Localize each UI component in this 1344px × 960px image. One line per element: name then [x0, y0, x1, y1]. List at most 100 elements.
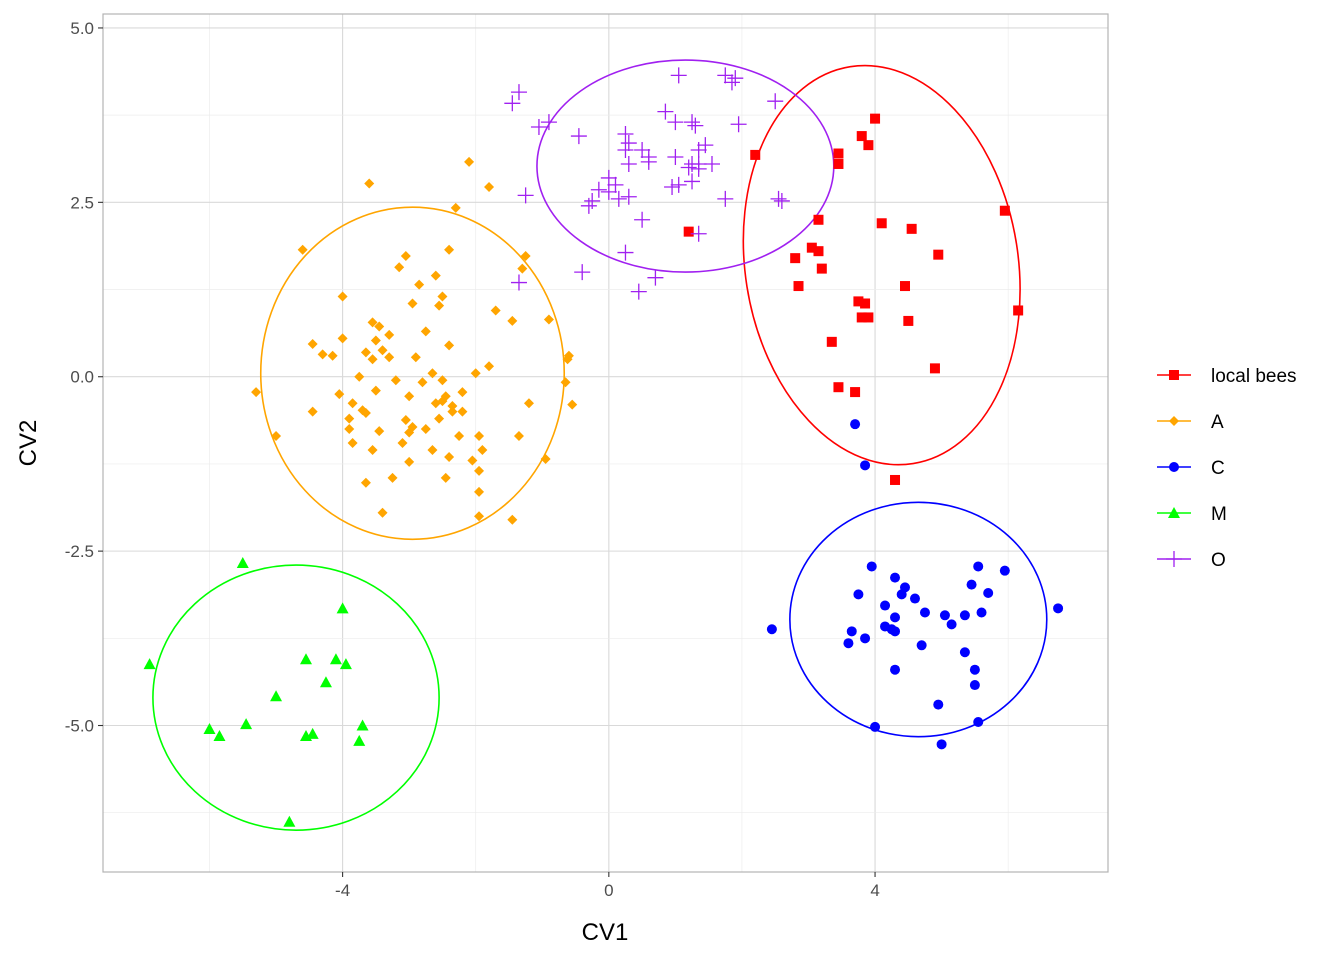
point-c: [999, 565, 1010, 576]
point-a: [347, 438, 358, 448]
point-a: [470, 368, 481, 379]
point-o: [590, 181, 607, 198]
point-a: [560, 377, 571, 388]
point-c: [946, 619, 957, 630]
point-a: [360, 477, 371, 488]
point-local-bees: [876, 218, 887, 229]
point-c: [890, 664, 901, 675]
point-c: [1053, 603, 1064, 614]
point-a: [354, 371, 365, 382]
point-a: [490, 305, 501, 316]
point-a: [360, 408, 371, 419]
point-a: [474, 431, 485, 442]
point-a: [517, 263, 528, 274]
point-o: [687, 117, 704, 134]
point-local-bees: [833, 382, 844, 393]
point-o: [610, 190, 627, 207]
y-tick-label: -2.5: [65, 542, 94, 561]
point-local-bees: [933, 249, 944, 260]
point-local-bees: [833, 148, 844, 159]
ellipse-c: [789, 501, 1048, 738]
point-o: [620, 188, 637, 205]
x-tick-label: -4: [335, 881, 350, 900]
point-local-bees: [853, 296, 864, 307]
point-a: [450, 202, 461, 213]
point-a: [427, 444, 438, 455]
point-local-bees: [806, 242, 817, 253]
point-m: [339, 658, 352, 670]
point-a: [434, 300, 445, 311]
point-c: [890, 572, 901, 583]
point-o: [600, 169, 617, 186]
point-c: [966, 579, 977, 590]
point-c: [766, 624, 777, 635]
point-m: [240, 718, 253, 730]
point-o: [717, 190, 734, 207]
point-a: [347, 398, 358, 409]
point-m: [319, 676, 332, 688]
point-a: [444, 244, 455, 255]
x-axis-title: CV1: [582, 919, 629, 946]
point-a: [360, 347, 371, 358]
point-local-bees: [856, 312, 867, 323]
point-c: [850, 419, 861, 430]
point-m: [306, 727, 319, 739]
y-tick-label: -5.0: [65, 717, 94, 736]
point-o: [670, 67, 687, 84]
point-a: [420, 326, 431, 337]
point-a: [374, 321, 385, 332]
point-a: [457, 387, 468, 398]
point-o: [647, 269, 664, 286]
point-o: [684, 173, 701, 190]
point-local-bees: [906, 223, 917, 234]
point-c: [976, 607, 987, 618]
point-o: [684, 114, 701, 131]
point-a: [364, 178, 375, 189]
point-o: [504, 95, 521, 112]
point-c: [973, 717, 984, 728]
legend-key-marker-local-bees: [1169, 370, 1179, 380]
point-a: [562, 354, 573, 365]
legend: local bees A C M O: [1157, 366, 1297, 571]
point-a: [384, 352, 395, 363]
point-c: [933, 699, 944, 710]
point-a: [251, 387, 262, 398]
point-m: [353, 734, 366, 746]
point-c: [866, 561, 877, 572]
data-points: [143, 67, 1064, 827]
point-m: [236, 556, 249, 568]
point-m: [329, 653, 342, 665]
point-a: [271, 431, 282, 442]
point-a: [474, 511, 485, 522]
point-a: [567, 399, 578, 410]
point-o: [580, 197, 597, 214]
point-c: [936, 739, 947, 750]
point-o: [690, 225, 707, 242]
y-axis-title: CV2: [15, 420, 42, 467]
point-o: [670, 176, 687, 193]
point-c: [890, 612, 901, 623]
point-a: [484, 181, 495, 192]
point-local-bees: [750, 149, 761, 160]
legend-key-marker-o: [1166, 551, 1182, 567]
point-a: [400, 251, 411, 262]
point-a: [477, 444, 488, 455]
plot-border: [102, 13, 1109, 873]
point-o: [690, 160, 707, 177]
point-o: [634, 142, 651, 159]
legend-key-marker-a: [1169, 416, 1179, 426]
point-m: [283, 815, 296, 827]
point-a: [370, 335, 381, 346]
point-o: [530, 119, 547, 136]
point-o: [730, 116, 747, 133]
point-m: [270, 690, 283, 702]
point-o: [617, 125, 634, 142]
point-a: [344, 413, 355, 424]
point-c: [843, 638, 854, 649]
grid: [103, 14, 1108, 872]
point-a: [464, 156, 475, 167]
point-a: [404, 456, 415, 467]
point-o: [667, 149, 684, 165]
point-a: [437, 291, 448, 302]
point-o: [574, 264, 591, 281]
